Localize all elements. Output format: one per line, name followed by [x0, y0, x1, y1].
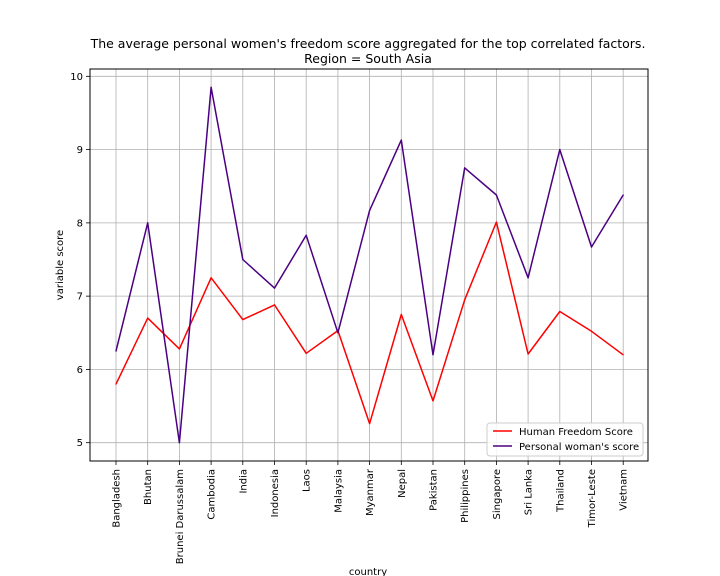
x-tick-label: Laos [302, 469, 313, 492]
plot-frame [89, 68, 649, 462]
data-point [495, 194, 497, 196]
data-point [147, 317, 149, 319]
y-axis-label: variable score [55, 230, 66, 300]
x-tick-label: Indonesia [270, 469, 281, 517]
data-point [464, 167, 466, 169]
data-point [178, 442, 180, 444]
data-point [210, 86, 212, 88]
x-tick-label: Timor-Leste [587, 469, 598, 528]
x-tick-label: Singapore [492, 469, 503, 519]
data-point [590, 330, 593, 332]
y-tick-label: 5 [77, 438, 83, 449]
y-tick-label: 7 [77, 292, 83, 303]
data-point [305, 234, 307, 236]
y-tick-label: 8 [77, 218, 83, 229]
x-tick-label: Sri Lanka [524, 469, 535, 515]
data-point [622, 354, 624, 356]
data-point [495, 221, 497, 223]
x-tick-label: Philippines [460, 469, 471, 523]
data-point [527, 277, 529, 279]
data-point [559, 148, 561, 151]
data-point [432, 354, 434, 356]
data-point [273, 304, 276, 306]
x-tick-label: Brunei Darussalam [175, 469, 186, 564]
x-tick-label: Thailand [555, 469, 566, 513]
data-point [432, 400, 434, 402]
data-point [527, 353, 529, 355]
series-layer [115, 86, 624, 444]
x-tick-label: Cambodia [207, 469, 218, 520]
data-point [115, 383, 117, 385]
x-tick-label: Bhutan [143, 469, 154, 505]
x-tick-label: Bangladesh [112, 469, 123, 528]
data-point [210, 277, 212, 279]
legend: Human Freedom Score Personal woman's sco… [486, 422, 644, 457]
data-point [178, 348, 180, 350]
data-point [590, 246, 593, 248]
x-tick-label: Nepal [397, 469, 408, 498]
data-point [305, 352, 307, 354]
y-tick-label: 9 [77, 145, 83, 156]
chart-title: The average personal women's freedom sco… [90, 36, 646, 51]
data-point [559, 310, 561, 313]
data-point [464, 299, 466, 301]
data-point [273, 287, 276, 289]
data-point [369, 209, 371, 212]
x-tick-label: India [238, 469, 249, 494]
data-point [337, 332, 339, 334]
x-tick-label: Myanmar [365, 468, 376, 516]
data-point [242, 318, 244, 321]
data-point [115, 350, 117, 352]
legend-box [486, 422, 644, 457]
legend-label-personal-woman: Personal woman's score [519, 442, 639, 453]
y-tick-label: 10 [70, 72, 83, 83]
x-tick-label: Malaysia [333, 469, 344, 513]
grid-lines [90, 69, 648, 461]
x-axis-label: country [349, 567, 387, 576]
chart-subtitle: Region = South Asia [304, 51, 432, 66]
y-tick-label: 6 [77, 365, 83, 376]
data-point [242, 258, 244, 261]
x-tick-label: Vietnam [619, 469, 630, 511]
y-axis: 5 6 7 8 9 10 [70, 72, 90, 449]
data-point [147, 222, 149, 224]
legend-label-human-freedom: Human Freedom Score [519, 427, 633, 438]
data-point [400, 313, 402, 316]
data-point [400, 139, 402, 141]
data-point [622, 194, 624, 196]
data-point [369, 423, 371, 425]
x-axis: Bangladesh Bhutan Brunei Darussalam Cambodi… [112, 461, 630, 564]
x-tick-label: Pakistan [429, 469, 440, 511]
